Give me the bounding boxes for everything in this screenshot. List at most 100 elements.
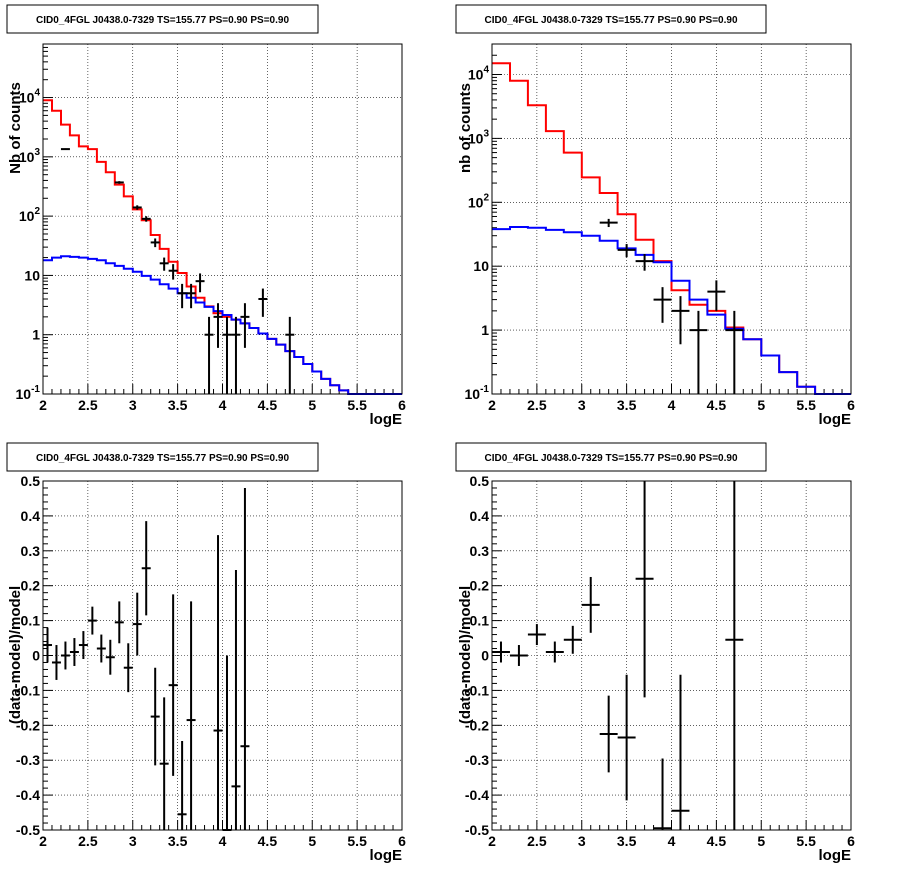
y-tick-label: -0.5 (16, 822, 40, 838)
x-tick-label: 2.5 (527, 397, 547, 413)
data-point (114, 601, 124, 644)
title-box (455, 442, 767, 472)
data-point (168, 264, 178, 280)
data-point (581, 576, 600, 633)
x-tick-label: 5 (308, 833, 316, 849)
y-tick-label: 0.1 (21, 613, 41, 629)
y-tick-label: -0.3 (16, 752, 40, 768)
data-point (51, 645, 61, 680)
y-tick-label: 10 (473, 258, 489, 274)
plot-frame (42, 43, 403, 395)
data-point (60, 148, 70, 151)
data-point (141, 216, 151, 222)
chart-panel-3: 2 2.5 3 3.5 4 4.5 5 5.5 6 -0.5 -0.4 -0.3 -0.2 -0.1 0 0.… (6, 442, 406, 864)
data-point (231, 569, 241, 830)
y-tick-label: 1 (481, 322, 489, 338)
data-point (492, 641, 510, 663)
y-tick-label: 0.5 (470, 473, 490, 489)
x-tick-label: 5 (757, 397, 765, 413)
x-tick-label: 3.5 (168, 397, 188, 413)
y-tick-label: -0.2 (465, 717, 489, 733)
data-point (258, 288, 268, 317)
data-point (213, 535, 223, 830)
data-point (159, 697, 169, 830)
data-point (671, 674, 690, 830)
x-tick-label: 4 (668, 833, 676, 849)
data-point (204, 316, 214, 394)
x-tick-label: 4.5 (707, 397, 727, 413)
x-tick-label: 3 (578, 397, 586, 413)
data-point (60, 641, 70, 670)
data-point (725, 310, 744, 394)
x-tick-label: 2.5 (78, 397, 98, 413)
plot-frame (42, 480, 403, 831)
series-line-2 (43, 255, 402, 395)
y-tick-label: 0.4 (470, 508, 490, 524)
data-point (653, 758, 672, 830)
y-tick-label: 104 (19, 88, 41, 106)
data-point (132, 205, 142, 210)
y-axis-label: (data-model)/model (7, 586, 24, 724)
x-tick-label: 4.5 (707, 833, 727, 849)
data-point (96, 634, 106, 663)
title-box (6, 4, 319, 34)
data-point (159, 257, 169, 271)
data-point (141, 521, 151, 616)
x-tick-label: 4 (219, 397, 227, 413)
x-tick-label: 2.5 (78, 833, 98, 849)
y-tick-label: 102 (19, 206, 41, 224)
data-point (599, 218, 618, 228)
y-tick-label: -0.2 (16, 717, 40, 733)
x-tick-label: 3.5 (168, 833, 188, 849)
data-point (563, 625, 582, 654)
x-tick-label: 3.5 (617, 833, 637, 849)
y-tick-label: -0.4 (465, 787, 489, 803)
data-point (617, 674, 636, 801)
data-point (689, 310, 708, 394)
series-line-1 (43, 99, 402, 395)
y-tick-label: -0.5 (465, 822, 489, 838)
x-tick-label: 4.5 (258, 833, 278, 849)
x-tick-label: 3.5 (617, 397, 637, 413)
x-tick-label: 5.5 (796, 397, 816, 413)
data-point (105, 639, 115, 675)
y-tick-label: 1 (32, 327, 40, 343)
data-point (222, 316, 232, 394)
data-point (545, 641, 564, 663)
y-tick-label: 0.3 (21, 543, 41, 559)
data-point (617, 244, 636, 258)
series-line-2 (492, 226, 851, 395)
x-axis-label: logE (370, 847, 403, 864)
x-tick-label: 4.5 (258, 397, 278, 413)
data-point (177, 283, 187, 309)
data-point (177, 741, 187, 830)
title-box (6, 442, 319, 472)
y-axis-label: nb of counts (457, 83, 474, 173)
y-tick-label: 10-1 (465, 384, 490, 402)
data-point (43, 627, 52, 663)
data-point (132, 592, 142, 656)
x-tick-label: 3 (129, 397, 137, 413)
x-tick-label: 5 (757, 833, 765, 849)
data-point (635, 481, 654, 698)
chart-title: CID0_4FGL J0438.0-7329 TS=155.77 PS=0.90… (484, 15, 737, 26)
y-tick-label: -0.3 (465, 752, 489, 768)
x-tick-label: 2 (39, 397, 47, 413)
data-point (240, 303, 250, 348)
y-tick-label: -0.1 (465, 682, 489, 698)
y-tick-label: 0.2 (21, 578, 41, 594)
y-tick-label: 103 (468, 128, 490, 146)
y-tick-label: 104 (468, 64, 490, 82)
data-point (599, 695, 618, 773)
chart-title: CID0_4FGL J0438.0-7329 TS=155.77 PS=0.90… (36, 15, 289, 26)
x-tick-label: 2 (488, 397, 496, 413)
chart-panel-4: 2 2.5 3 3.5 4 4.5 5 5.5 6 -0.5 -0.4 -0.3 -0.2 -0.1 0 0.… (455, 442, 855, 864)
data-point (87, 606, 97, 635)
data-point (222, 655, 232, 831)
chart-panel-2: 2 2.5 3 3.5 4 4.5 5 5.5 6 10-1 1 10 102 103 104 logE nb … (455, 4, 855, 428)
y-tick-label: 0.5 (21, 473, 41, 489)
y-tick-label: 10-1 (16, 384, 41, 402)
data-point (707, 280, 726, 311)
data-point (671, 296, 690, 345)
x-tick-label: 5.5 (347, 397, 367, 413)
